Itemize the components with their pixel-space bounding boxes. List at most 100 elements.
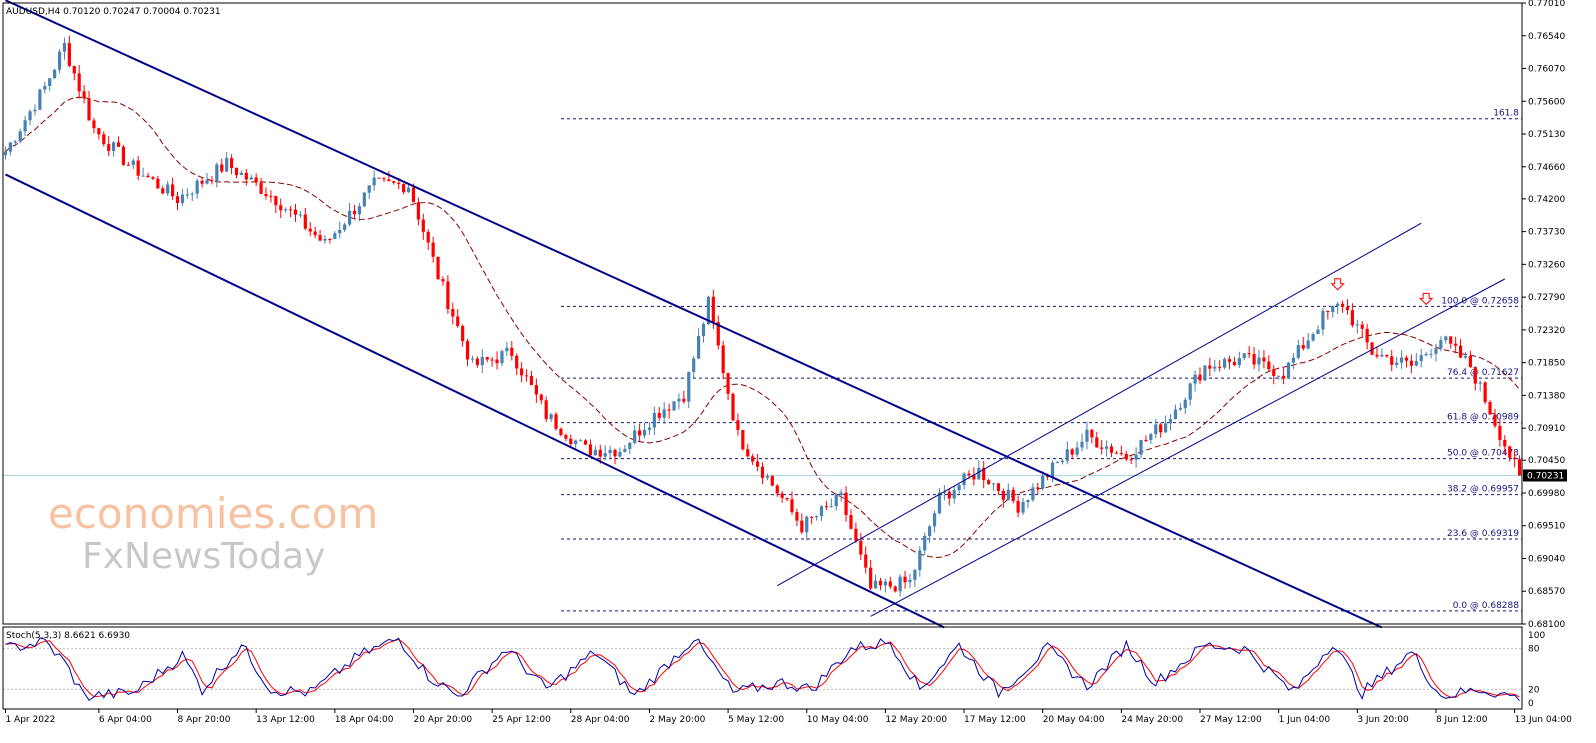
candle-body	[510, 347, 514, 356]
candle	[888, 576, 892, 590]
candle	[1031, 483, 1035, 502]
candle	[205, 172, 209, 185]
candle-body	[1075, 447, 1079, 455]
candle-body	[1203, 365, 1207, 381]
candle	[760, 462, 765, 485]
candle-body	[82, 91, 86, 99]
candle	[1105, 440, 1109, 457]
candle	[692, 356, 696, 378]
candle-body	[500, 351, 504, 364]
candle	[1355, 319, 1359, 334]
candle	[126, 162, 130, 166]
candle-body	[662, 409, 666, 418]
candle	[436, 256, 440, 281]
candle	[1360, 321, 1364, 337]
candle-body	[869, 567, 873, 589]
candle-body	[1375, 354, 1379, 357]
candle	[1419, 348, 1423, 368]
candle	[92, 117, 96, 134]
candle	[1090, 428, 1094, 444]
candle-body	[751, 456, 755, 462]
candle	[146, 172, 150, 178]
candle-body	[77, 73, 81, 92]
candle-body	[515, 355, 519, 369]
candle	[1395, 356, 1399, 368]
candle	[357, 202, 361, 222]
candle	[687, 371, 691, 409]
candle-body	[947, 491, 951, 499]
down-arrow-icon	[1330, 278, 1345, 291]
candle-body	[3, 151, 8, 156]
candle-body	[731, 393, 735, 421]
candle	[1222, 357, 1227, 370]
current-price-box	[1523, 469, 1567, 482]
candle-body	[461, 325, 465, 342]
candle-body	[116, 142, 121, 147]
candle	[8, 142, 12, 156]
candle-body	[593, 449, 597, 456]
candle-body	[141, 175, 145, 177]
candle-body	[726, 373, 730, 394]
candle	[593, 445, 597, 456]
time-tick-label: 12 May 20:00	[885, 715, 947, 725]
candle	[102, 131, 106, 147]
candle-body	[1419, 355, 1423, 362]
stochastic-panel[interactable]	[3, 637, 1522, 702]
time-tick-label: 13 Apr 12:00	[256, 715, 315, 725]
candle-body	[583, 440, 588, 445]
candle-body	[1272, 369, 1276, 376]
candle-body	[126, 164, 130, 166]
time-tick-label: 28 Apr 04:00	[571, 715, 630, 725]
candle-body	[1350, 310, 1355, 326]
fib-level-label: 61.8 @ 0.70989	[1447, 413, 1519, 423]
candle	[741, 429, 745, 451]
candle-body	[1095, 437, 1099, 448]
candle-body	[451, 308, 455, 317]
candle	[28, 109, 32, 126]
candle	[229, 154, 234, 175]
candle-body	[205, 180, 209, 184]
stoch-level-label: 20	[1528, 685, 1540, 695]
candle	[864, 546, 868, 574]
candle-body	[367, 185, 371, 193]
candle-body	[343, 224, 347, 230]
candle	[1011, 487, 1015, 504]
candle	[559, 427, 563, 437]
candle-body	[834, 494, 838, 507]
candle-body	[38, 89, 42, 110]
candle	[377, 177, 381, 179]
candle	[588, 439, 593, 458]
candle	[1055, 460, 1060, 464]
candle	[613, 448, 617, 465]
candle	[1473, 366, 1477, 391]
candle-body	[274, 196, 278, 206]
candle-body	[677, 398, 681, 402]
candle	[1075, 441, 1079, 457]
candle-body	[446, 281, 450, 309]
candle	[1178, 403, 1182, 411]
price-tick-label: 0.76070	[1528, 65, 1565, 75]
price-panel[interactable]: 161.8 100.0 @ 0.72658 76.4 @ 0.71627 61.8 @…	[3, 0, 1522, 629]
falling-channel-upper-line	[5, 0, 1383, 629]
candle	[362, 191, 366, 208]
candle-body	[1291, 357, 1296, 363]
candle-body	[1065, 449, 1069, 461]
candle	[785, 497, 789, 502]
candle	[1124, 451, 1128, 461]
candle-body	[706, 296, 711, 325]
price-tick-label: 0.76540	[1528, 32, 1565, 42]
price-tick-label: 0.71380	[1528, 391, 1565, 401]
candle-body	[1503, 439, 1507, 447]
candle-body	[318, 235, 322, 241]
candle	[33, 104, 37, 116]
candle-body	[1385, 354, 1389, 357]
candle-body	[416, 202, 420, 220]
candle	[136, 156, 140, 181]
candle	[112, 141, 116, 157]
candle-body	[1306, 340, 1310, 349]
candle	[579, 438, 583, 442]
candle-body	[1188, 383, 1192, 400]
candle	[633, 424, 637, 445]
candle	[1513, 450, 1517, 468]
